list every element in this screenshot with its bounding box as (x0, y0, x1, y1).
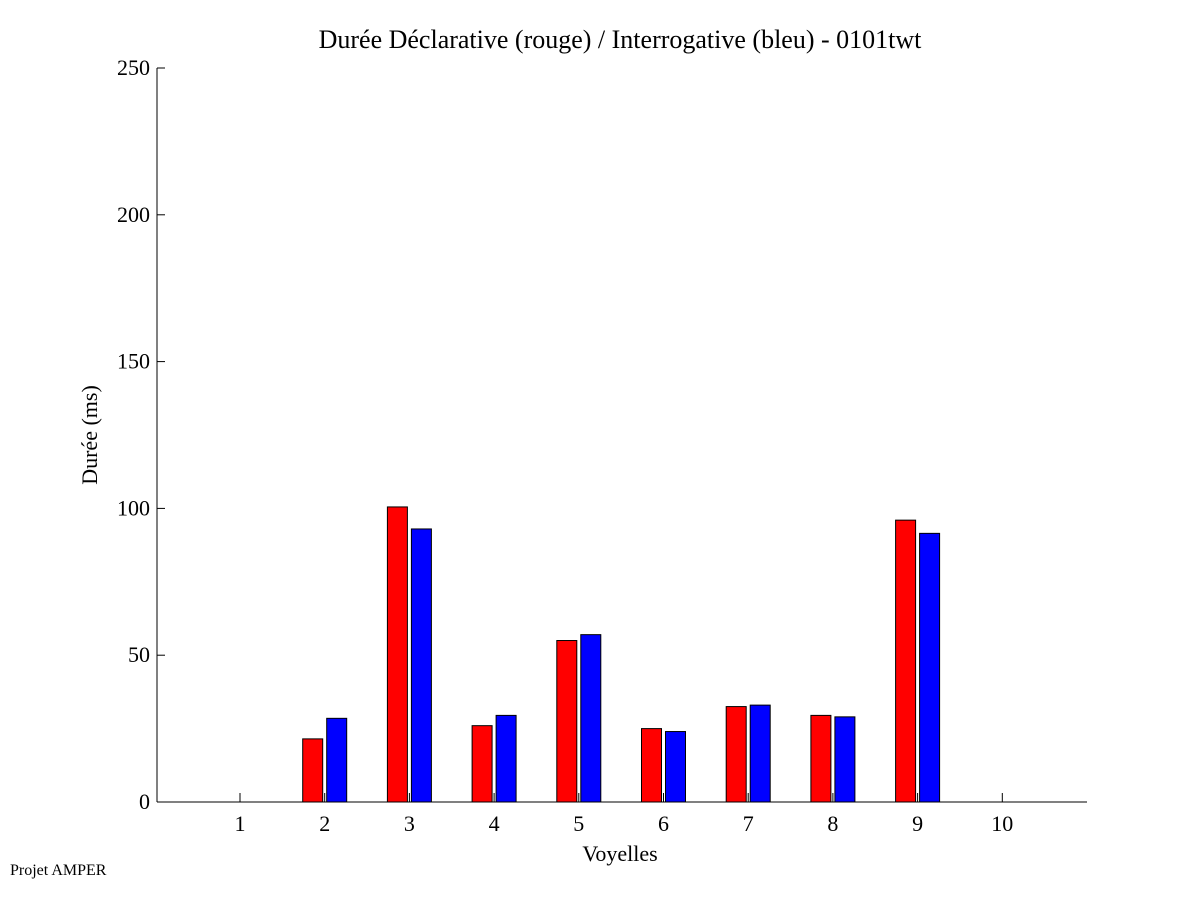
bar-interrogative-3 (410, 528, 432, 803)
bar-declarative-9 (895, 519, 917, 803)
y-tick-label-0: 0 (139, 789, 150, 814)
x-tick-label-2: 2 (319, 811, 330, 836)
x-tick-label-5: 5 (573, 811, 584, 836)
x-tick-label-10: 10 (991, 811, 1013, 836)
bar-interrogative-6 (665, 731, 686, 803)
axes-group: 0 50 100 150 200 250 1 2 3 4 5 6 7 8 9 10 (117, 55, 1087, 836)
y-tick-label-200: 200 (117, 202, 150, 227)
x-tick-label-3: 3 (404, 811, 415, 836)
x-tick-label-4: 4 (489, 811, 500, 836)
x-tick-label-8: 8 (827, 811, 838, 836)
bar-declarative-2 (302, 738, 324, 803)
y-tick-label-100: 100 (117, 495, 150, 520)
bars-group (302, 506, 941, 803)
bar-declarative-5 (556, 640, 578, 803)
bar-interrogative-8 (834, 716, 856, 803)
y-tick-label-250: 250 (117, 55, 150, 80)
bar-declarative-6 (641, 728, 662, 803)
bar-declarative-8 (810, 714, 832, 803)
x-tick-label-1: 1 (235, 811, 246, 836)
bar-interrogative-5 (580, 634, 602, 803)
x-tick-label-9: 9 (912, 811, 923, 836)
bar-interrogative-4 (495, 714, 517, 803)
x-tick-label-7: 7 (743, 811, 754, 836)
y-tick-label-50: 50 (128, 642, 150, 667)
x-axis-label: Voyelles (582, 841, 657, 866)
bar-declarative-3 (386, 506, 408, 803)
y-tick-label-150: 150 (117, 349, 150, 374)
x-tick-label-6: 6 (658, 811, 669, 836)
chart-title: Durée Déclarative (rouge) / Interrogativ… (319, 25, 923, 54)
bar-interrogative-2 (326, 717, 348, 803)
bar-declarative-7 (725, 706, 747, 803)
bar-interrogative-9 (919, 532, 941, 803)
y-axis-label: Durée (ms) (77, 385, 102, 485)
bar-declarative-4 (471, 725, 493, 803)
footer-credit: Projet AMPER (10, 862, 107, 879)
bar-interrogative-7 (749, 704, 771, 803)
